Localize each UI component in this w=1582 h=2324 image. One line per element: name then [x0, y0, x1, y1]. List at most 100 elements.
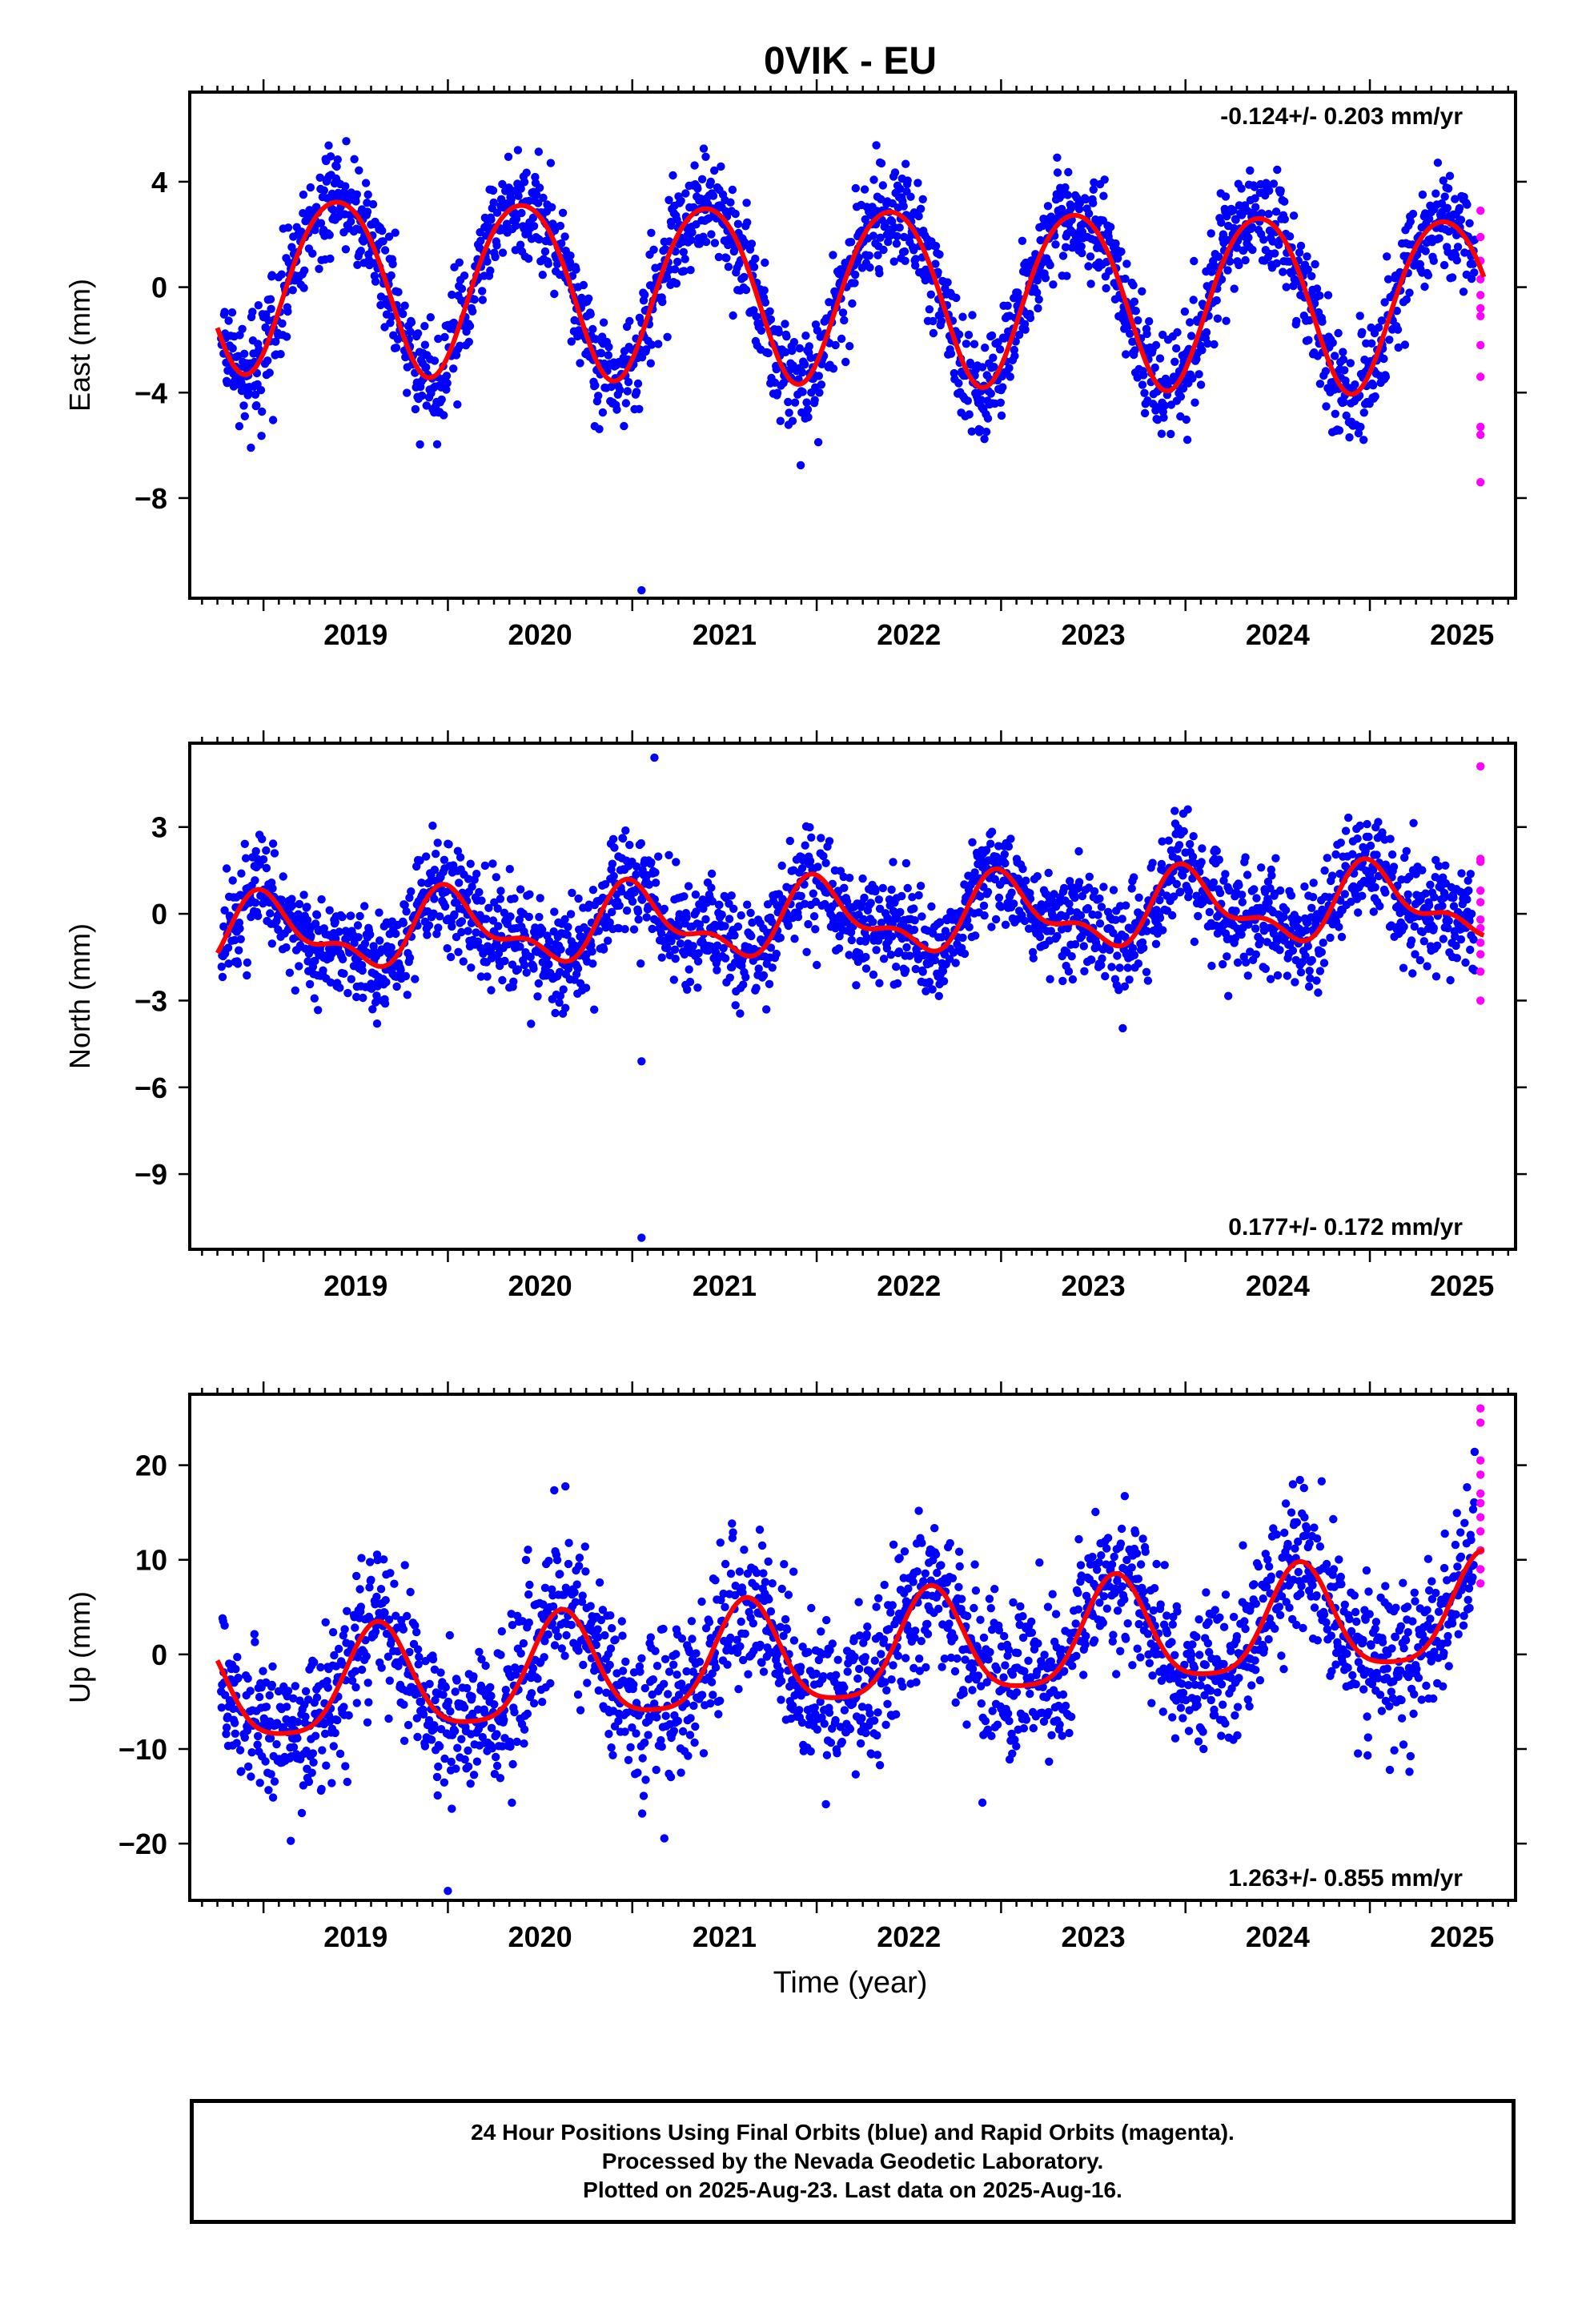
final-point [516, 240, 525, 249]
final-point [952, 293, 961, 303]
final-point [1296, 968, 1306, 977]
final-point [544, 259, 552, 268]
final-point [1271, 207, 1281, 216]
final-point [846, 238, 856, 247]
final-point [456, 853, 465, 862]
final-point [407, 887, 416, 896]
final-point [432, 930, 441, 939]
final-point [1418, 866, 1427, 875]
final-point [295, 962, 303, 971]
final-point [307, 931, 315, 941]
final-point [1191, 398, 1199, 407]
final-point [1408, 209, 1418, 219]
final-point [258, 407, 267, 416]
final-point [433, 838, 442, 847]
final-point [1207, 961, 1216, 971]
final-point [540, 247, 550, 256]
x-tick-label: 2023 [1062, 1269, 1126, 1302]
final-point [877, 159, 886, 168]
final-point [1229, 206, 1238, 215]
final-point [861, 952, 870, 962]
final-point [1115, 963, 1124, 972]
final-point [706, 177, 715, 187]
final-point [347, 975, 355, 983]
final-point [1320, 866, 1329, 875]
final-point [1077, 242, 1086, 251]
final-point [316, 219, 326, 227]
final-point [1064, 967, 1074, 976]
final-point [477, 896, 486, 905]
final-point [293, 1718, 303, 1727]
final-point [584, 294, 593, 303]
final-point [262, 846, 271, 855]
final-point [500, 908, 509, 918]
final-point [998, 383, 1007, 392]
final-point [1345, 433, 1354, 442]
final-point [243, 958, 252, 967]
final-point [309, 1758, 318, 1767]
final-point [1188, 852, 1198, 862]
final-point [1120, 982, 1130, 991]
final-point [306, 183, 315, 192]
final-point [1186, 318, 1195, 327]
final-point [869, 970, 878, 979]
final-point [267, 1770, 275, 1779]
rapid-point [1476, 898, 1485, 907]
final-point [227, 1698, 236, 1707]
final-point [1261, 964, 1271, 974]
final-point [600, 880, 610, 889]
final-point [1157, 429, 1166, 438]
final-point [244, 388, 253, 398]
final-point [1151, 340, 1161, 350]
final-point [705, 214, 713, 223]
final-point [1066, 907, 1075, 915]
x-tick-label: 2020 [508, 618, 572, 651]
final-point [813, 326, 822, 335]
final-point [901, 159, 910, 168]
final-point-outlier [637, 1233, 646, 1242]
final-point [272, 1719, 282, 1727]
final-point [707, 869, 717, 879]
final-point [793, 912, 803, 922]
final-point [1139, 371, 1148, 380]
final-point [581, 983, 591, 992]
final-point [1271, 249, 1279, 258]
final-point [448, 922, 456, 931]
final-point [644, 880, 654, 889]
final-point [1381, 372, 1391, 381]
final-point [492, 208, 502, 217]
final-point [608, 859, 617, 868]
final-point [1111, 915, 1120, 924]
final-point [1182, 436, 1192, 444]
final-point [797, 368, 807, 377]
final-point [979, 901, 989, 911]
final-point [1452, 941, 1460, 951]
final-point [1363, 819, 1371, 829]
final-point [1049, 280, 1058, 289]
final-point [1203, 339, 1212, 348]
final-point [448, 290, 456, 300]
final-point [1215, 888, 1225, 898]
final-point [251, 899, 260, 907]
final-point [430, 356, 440, 365]
final-point [681, 189, 690, 198]
final-point [1106, 223, 1115, 231]
final-point [909, 904, 918, 913]
final-point [908, 893, 917, 902]
final-point [1172, 879, 1182, 889]
final-point [1348, 850, 1357, 858]
final-point [986, 839, 995, 848]
final-point [237, 1767, 246, 1775]
final-point [1058, 976, 1067, 986]
final-point [312, 1693, 322, 1702]
final-point [267, 304, 275, 313]
final-point [837, 334, 846, 344]
final-point [785, 408, 793, 417]
final-point [551, 1008, 560, 1018]
y-tick-label: −8 [135, 482, 167, 515]
final-point [1142, 329, 1151, 339]
y-tick-label: 0 [151, 898, 167, 931]
final-point [411, 404, 420, 414]
final-point [1183, 805, 1192, 814]
final-point [1267, 871, 1276, 880]
